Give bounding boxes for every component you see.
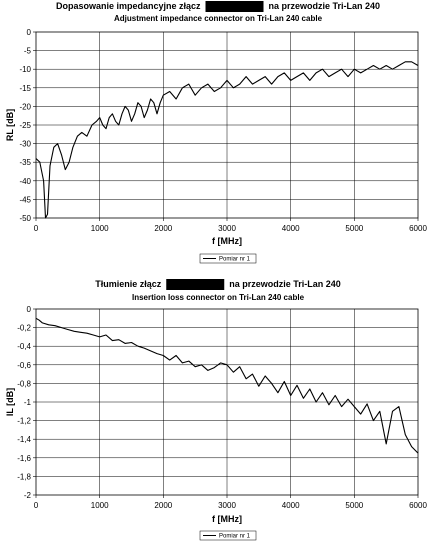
y-tick-label: 0 xyxy=(27,28,32,37)
redaction-block xyxy=(205,1,264,12)
y-tick-label: -45 xyxy=(19,195,31,204)
y-tick-label: -1 xyxy=(24,398,32,407)
legend: Pomiar nr 1 xyxy=(199,253,257,264)
x-tick-label: 2000 xyxy=(154,224,172,233)
y-tick-label: -30 xyxy=(19,140,31,149)
x-tick-label: 4000 xyxy=(282,224,300,233)
y-tick-label: -35 xyxy=(19,158,31,167)
x-tick-label: 2000 xyxy=(154,501,172,510)
y-tick-label: -0,2 xyxy=(17,324,31,333)
y-tick-label: -40 xyxy=(19,177,31,186)
y-axis-label: RL [dB] xyxy=(5,109,15,141)
x-tick-label: 3000 xyxy=(218,501,236,510)
y-tick-label: -1,2 xyxy=(17,417,31,426)
chart-title-part: Dopasowanie impedancyjne złącz xyxy=(56,1,201,11)
x-tick-label: 3000 xyxy=(218,224,236,233)
y-tick-label: -50 xyxy=(19,214,31,223)
y-tick-label: -25 xyxy=(19,121,31,130)
y-axis-label: IL [dB] xyxy=(5,388,15,416)
x-tick-label: 1000 xyxy=(91,501,109,510)
x-tick-label: 6000 xyxy=(409,501,427,510)
y-tick-label: -1,8 xyxy=(17,472,31,481)
x-tick-label: 6000 xyxy=(409,224,427,233)
chart-2: Tłumienie złącz na przewodzie Tri-Lan 240… xyxy=(5,279,427,541)
chart-1: Dopasowanie impedancyjne złącz na przewod… xyxy=(5,1,427,264)
y-tick-label: -2 xyxy=(24,491,32,500)
series-line xyxy=(35,61,419,219)
series-line xyxy=(35,317,419,454)
x-tick-label: 1000 xyxy=(91,224,109,233)
y-tick-label: -20 xyxy=(19,102,31,111)
y-tick-label: -5 xyxy=(24,47,32,56)
x-tick-label: 0 xyxy=(34,501,39,510)
chart-title-part: na przewodzie Tri-Lan 240 xyxy=(229,279,341,289)
legend-label: Pomiar nr 1 xyxy=(219,257,251,263)
x-tick-label: 4000 xyxy=(282,501,300,510)
y-tick-label: -0,8 xyxy=(17,379,31,388)
x-tick-label: 5000 xyxy=(345,224,363,233)
y-tick-label: -10 xyxy=(19,65,31,74)
x-tick-label: 5000 xyxy=(345,501,363,510)
y-tick-label: 0 xyxy=(27,305,32,314)
legend-label: Pomiar nr 1 xyxy=(219,534,251,540)
y-tick-label: -0,6 xyxy=(17,361,31,370)
y-tick-label: -1,6 xyxy=(17,454,31,463)
chart-title-part: Tłumienie złącz xyxy=(95,279,162,289)
y-tick-label: -0,4 xyxy=(17,342,31,351)
chart-subtitle: Adjustment impedance connector on Tri-La… xyxy=(114,14,323,23)
legend-box xyxy=(199,253,257,264)
legend-box xyxy=(199,530,257,541)
chart-title-part: na przewodzie Tri-Lan 240 xyxy=(269,1,381,11)
y-tick-label: -15 xyxy=(19,84,31,93)
legend: Pomiar nr 1 xyxy=(199,530,257,541)
chart-subtitle: Insertion loss connector on Tri-Lan 240 … xyxy=(132,293,305,302)
x-tick-label: 0 xyxy=(34,224,39,233)
y-tick-label: -1,4 xyxy=(17,435,31,444)
x-axis-label: f [MHz] xyxy=(212,514,242,524)
redaction-block xyxy=(166,279,225,290)
x-axis-label: f [MHz] xyxy=(212,236,242,246)
